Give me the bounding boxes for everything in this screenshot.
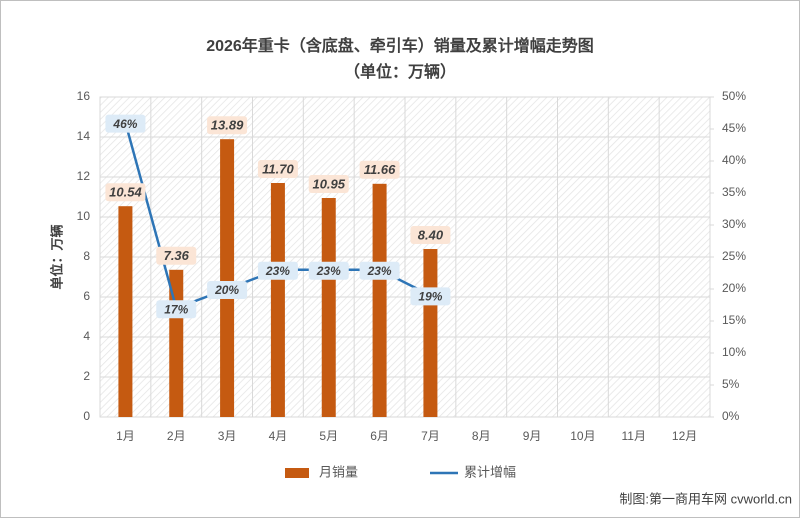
y2-tick-label: 10% — [722, 345, 746, 359]
bar — [321, 198, 336, 417]
y-tick-label: 16 — [77, 89, 91, 103]
data-label: 7.36 — [164, 248, 190, 263]
y-tick-label: 14 — [77, 129, 91, 143]
y2-tick-label: 30% — [722, 217, 746, 231]
y-axis-label: 单位：万辆 — [49, 224, 64, 289]
y2-tick-label: 50% — [722, 89, 746, 103]
y-tick-label: 4 — [83, 329, 90, 343]
data-label: 10.54 — [109, 185, 142, 200]
y2-tick-label: 15% — [722, 313, 746, 327]
data-label: 23% — [265, 264, 290, 278]
bar — [270, 183, 285, 417]
y-tick-label: 12 — [77, 169, 91, 183]
data-label: 23% — [367, 264, 392, 278]
bar — [372, 183, 387, 417]
data-label-box — [207, 281, 248, 299]
data-label: 11.66 — [364, 162, 396, 177]
x-tick-label: 6月 — [370, 429, 389, 443]
y-tick-label: 8 — [83, 249, 90, 263]
x-tick-label: 9月 — [523, 429, 542, 443]
y2-tick-label: 40% — [722, 153, 746, 167]
data-label-box — [410, 287, 451, 306]
chart-title: 2026年重卡（含底盘、牵引车）销量及累计增幅走势图 — [206, 36, 594, 55]
y2-tick-label: 0% — [722, 409, 740, 423]
data-label-box — [105, 183, 146, 202]
plot-border — [99, 96, 711, 418]
data-label: 8.40 — [418, 227, 444, 242]
data-label: 46% — [112, 117, 137, 131]
x-tick-label: 3月 — [218, 429, 237, 443]
x-tick-label: 5月 — [319, 429, 338, 443]
x-tick-label: 7月 — [421, 429, 440, 443]
data-label-box — [308, 175, 349, 193]
y-tick-label: 0 — [83, 409, 90, 423]
x-tick-label: 4月 — [269, 429, 288, 443]
x-tick-label: 8月 — [472, 429, 491, 443]
data-label: 11.70 — [262, 161, 294, 176]
y2-tick-label: 25% — [722, 249, 746, 263]
data-label-box — [156, 246, 197, 265]
bar — [423, 249, 438, 417]
x-tick-label: 1月 — [116, 429, 135, 443]
data-label: 19% — [418, 290, 442, 304]
source: 制图:第一商用车网 cvworld.cn — [619, 491, 792, 506]
x-tick-label: 12月 — [672, 429, 697, 443]
data-label-box — [359, 261, 400, 280]
data-label-box — [257, 160, 298, 178]
y-tick-label: 2 — [83, 369, 90, 383]
data-label: 10.95 — [312, 176, 345, 191]
bar — [220, 139, 235, 417]
data-label: 20% — [214, 283, 239, 297]
y2-tick-label: 5% — [722, 377, 740, 391]
y2-tick-label: 35% — [722, 185, 746, 199]
bar — [118, 206, 133, 417]
data-label: 17% — [164, 302, 188, 316]
y2-tick-label: 20% — [722, 281, 746, 295]
y-tick-label: 10 — [77, 209, 91, 223]
x-tick-label: 10月 — [570, 429, 595, 443]
y-tick-label: 6 — [83, 289, 90, 303]
legend-label: 月销量 — [319, 464, 358, 479]
data-label: 23% — [316, 264, 341, 278]
legend-label: 累计增幅 — [464, 464, 516, 479]
data-label-box — [257, 261, 298, 280]
x-tick-label: 11月 — [622, 429, 646, 443]
x-tick-label: 2月 — [167, 429, 186, 443]
y2-tick-label: 45% — [722, 121, 746, 135]
data-label-box — [410, 226, 451, 244]
data-label-box — [156, 300, 197, 319]
data-label: 13.89 — [211, 118, 244, 133]
data-label-box — [308, 261, 349, 280]
data-label-box — [207, 116, 248, 135]
data-label-box — [105, 114, 146, 133]
legend-swatch — [285, 468, 309, 478]
chart-subtitle: （单位：万辆） — [344, 62, 456, 81]
data-label-box — [359, 160, 400, 179]
